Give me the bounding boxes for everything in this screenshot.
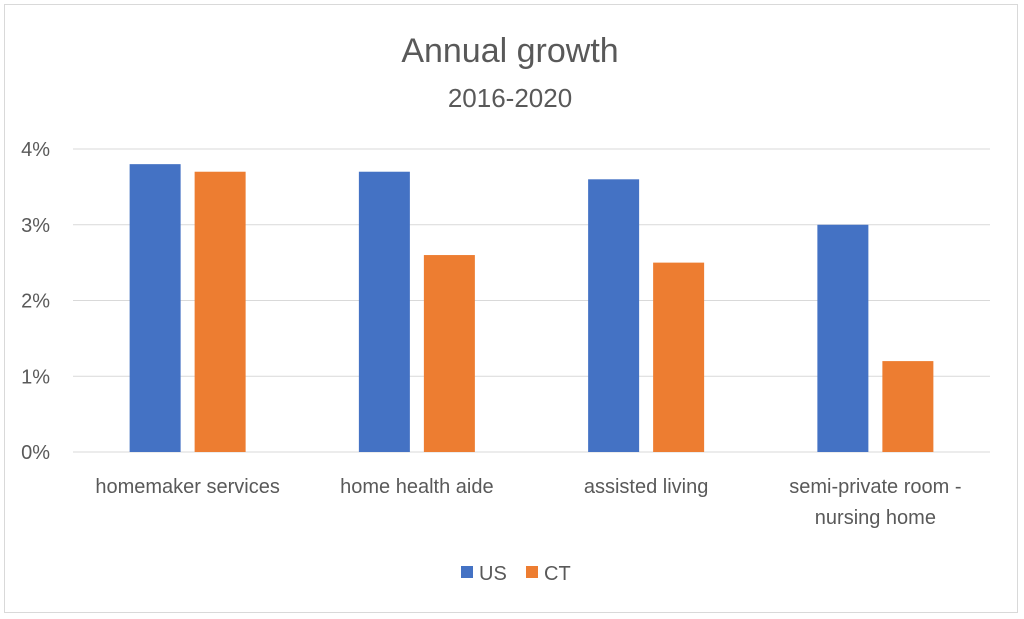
x-category-label: assisted living [584, 476, 709, 498]
y-tick-label: 1% [21, 366, 50, 388]
y-tick-label: 2% [21, 291, 50, 313]
y-tick-label: 3% [21, 215, 50, 237]
legend-item-us[interactable]: US [461, 563, 507, 585]
chart-title: Annual growth [401, 32, 618, 70]
legend-item-ct[interactable]: CT [526, 563, 571, 585]
y-axis-ticks: 0% 1% 2% 3% 4% [21, 139, 50, 464]
bar-ct[interactable] [882, 361, 934, 452]
bars [129, 164, 934, 453]
x-category-label: home health aide [340, 476, 493, 498]
bar-ct[interactable] [653, 262, 705, 452]
legend-swatch [461, 566, 473, 578]
bar-us[interactable] [817, 224, 869, 452]
legend-swatch [526, 566, 538, 578]
x-category-label: nursing home [815, 507, 936, 529]
x-category-label: homemaker services [95, 476, 280, 498]
legend-label: CT [544, 563, 571, 585]
x-category-label: semi-private room - [789, 476, 961, 498]
chart-subtitle: 2016-2020 [448, 83, 572, 113]
bar-us[interactable] [588, 179, 640, 453]
bar-us[interactable] [358, 171, 410, 452]
legend-label: US [479, 563, 507, 585]
bar-ct[interactable] [423, 255, 475, 452]
bar-ct[interactable] [194, 171, 246, 452]
legend[interactable]: US CT [461, 563, 571, 585]
bar-us[interactable] [129, 164, 181, 452]
y-tick-label: 4% [21, 139, 50, 161]
y-tick-label: 0% [21, 442, 50, 464]
x-axis-labels: homemaker services home health aide assist… [95, 476, 961, 529]
